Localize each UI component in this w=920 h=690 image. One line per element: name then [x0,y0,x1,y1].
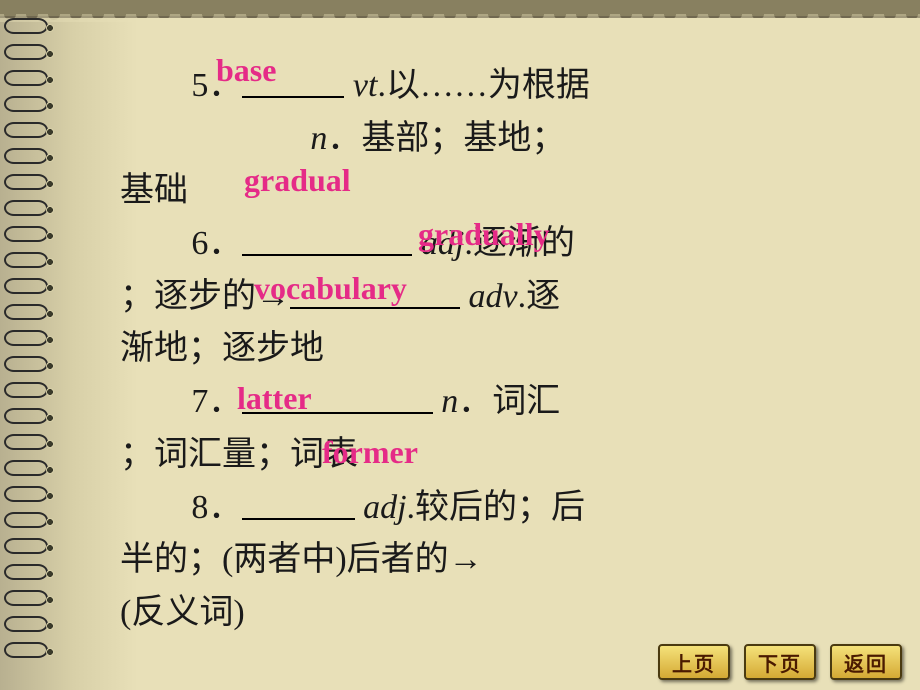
binding-ring [4,278,48,294]
item-8-line2: 半的；(两者中)后者的→ [120,534,880,587]
binding-ring [4,252,48,268]
item-7-line1: 7． n．词汇 [120,376,880,429]
answer-former: former [322,434,418,471]
item-6-num: 6． [191,225,242,262]
binding-ring [4,590,48,606]
footer-nav: 上页 下页 返回 [658,644,902,680]
item-8-def: .较后的；后 [407,489,586,526]
answer-gradual: gradual [244,162,351,199]
pos-adj: adj [363,489,406,526]
pos-n: n [441,383,458,420]
binding-ring [4,122,48,138]
binding-ring [4,304,48,320]
item-8-num: 8． [191,489,242,526]
binding-ring [4,538,48,554]
item-7-num: 7． [191,383,242,420]
item-6-line3: 渐地；逐步地 [120,323,880,376]
prev-page-button[interactable]: 上页 [658,644,730,680]
item-6-def2: .逐 [518,278,561,315]
text-content: 5． vt.以……为根据 n．基部；基地； 基础 6． adj.逐渐的 ；逐步的… [120,60,880,630]
binding-ring [4,330,48,346]
pos-adv: adv [469,278,518,315]
blank [242,254,412,256]
answer-latter: latter [237,380,312,417]
binding-ring [4,486,48,502]
item-5-def2b: 基础 [120,172,188,209]
blank [242,96,344,98]
page-top-edge [0,0,920,18]
answer-vocabulary: vocabulary [254,270,407,307]
binding-ring [4,642,48,658]
item-5-def1: .以……为根据 [377,67,590,104]
binding-ring [4,44,48,60]
back-button[interactable]: 返回 [830,644,902,680]
answer-gradually: gradually [418,216,550,253]
item-5-def2: ．基部；基地； [327,120,565,157]
pos-n: n [310,120,327,157]
blank [242,518,354,520]
binding-ring [4,512,48,528]
binding-ring [4,70,48,86]
spiral-binding [0,10,60,690]
item-7-def: ．词汇 [458,383,560,420]
next-page-button[interactable]: 下页 [744,644,816,680]
item-8-defb: 半的；(两者中)后者的→ [120,541,483,578]
binding-ring [4,434,48,450]
item-5-line2: n．基部；基地； [120,113,880,166]
binding-ring [4,564,48,580]
item-6-line2: ；逐步的→ adv.逐 [120,271,880,324]
binding-ring [4,226,48,242]
binding-ring [4,356,48,372]
binding-ring [4,460,48,476]
blank [290,307,460,309]
item-8-line1: 8． adj.较后的；后 [120,482,880,535]
binding-ring [4,148,48,164]
binding-ring [4,174,48,190]
item-8-defc: (反义词) [120,594,245,631]
binding-ring [4,18,48,34]
binding-ring [4,96,48,112]
item-5-line3: 基础 [120,165,880,218]
item-8-line3: (反义词) [120,587,880,640]
answer-base: base [216,52,276,89]
binding-ring [4,408,48,424]
binding-ring [4,616,48,632]
binding-ring [4,382,48,398]
item-6-def2b: 渐地；逐步地 [120,330,324,367]
item-7-line2: ；词汇量；词表 [120,429,880,482]
binding-ring [4,200,48,216]
pos-vt: vt [353,67,378,104]
notebook-page: 5． vt.以……为根据 n．基部；基地； 基础 6． adj.逐渐的 ；逐步的… [0,0,920,690]
